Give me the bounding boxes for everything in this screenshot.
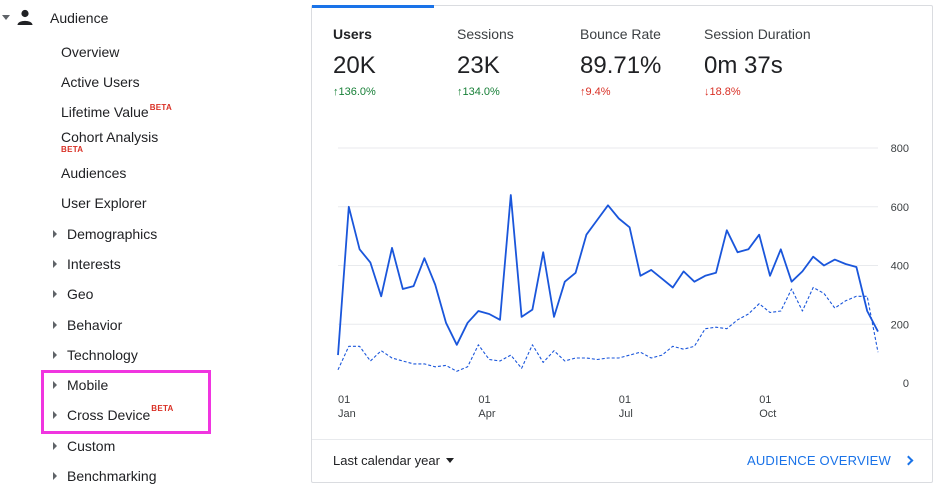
nav-item-cross-device[interactable]: Cross Device BETA: [53, 403, 174, 423]
expand-arrow-icon: [53, 230, 57, 238]
report-nav-sidebar: Audience Overview Active Users Lifetime …: [0, 0, 300, 490]
nav-item-label: Interests: [67, 256, 121, 272]
metric-title: Bounce Rate: [580, 26, 661, 42]
section-audience-label[interactable]: Audience: [50, 10, 109, 26]
x-tick-month-label: Jan: [338, 408, 356, 420]
nav-item-label: Benchmarking: [67, 468, 157, 484]
dropdown-caret-icon: [445, 458, 454, 463]
nav-item-label: Behavior: [67, 317, 123, 333]
expand-arrow-icon: [53, 290, 57, 298]
x-tick-month-label: Jul: [619, 408, 633, 420]
beta-badge: BETA: [61, 145, 84, 154]
metric-value: 23K: [457, 52, 500, 79]
metric-title: Users: [333, 26, 372, 42]
metric-title: Sessions: [457, 26, 514, 42]
nav-item-label: Cross Device: [67, 407, 151, 423]
series-line-current: [337, 194, 879, 356]
expand-arrow-icon: [53, 321, 57, 329]
beta-badge: BETA: [151, 403, 174, 413]
x-tick-month-label: Apr: [478, 408, 495, 420]
metric-value: 20K: [333, 52, 376, 79]
beta-badge: BETA: [149, 103, 173, 112]
expand-arrow-icon: [53, 260, 57, 268]
highlight-box: [41, 370, 211, 434]
nav-item-benchmarking[interactable]: Benchmarking: [53, 468, 157, 484]
metric-tab-users[interactable]: Users 20K ↑136.0%: [333, 26, 376, 98]
x-tick-day-label: 01: [338, 394, 350, 406]
nav-item-label: Mobile: [67, 377, 109, 393]
metric-change: ↓18.8%: [704, 86, 741, 98]
metric-value: 0m 37s: [704, 52, 783, 79]
x-tick-month-label: Oct: [759, 408, 776, 420]
date-range-dropdown[interactable]: Last calendar year: [333, 453, 454, 468]
nav-item-lifetime-value[interactable]: Lifetime ValueBETA: [61, 103, 173, 120]
nav-item-label: Overview: [61, 44, 120, 60]
y-tick-label: 0: [903, 378, 909, 390]
nav-item-demographics[interactable]: Demographics: [53, 226, 157, 242]
audience-overview-link[interactable]: AUDIENCE OVERVIEW: [746, 453, 914, 468]
metric-change: ↑9.4%: [580, 86, 611, 98]
nav-item-label: Geo: [67, 286, 94, 302]
y-tick-label: 400: [891, 261, 909, 273]
nav-item-behavior[interactable]: Behavior: [53, 317, 122, 333]
expand-arrow-icon: [53, 411, 57, 419]
metric-value: 89.71%: [580, 52, 662, 79]
expand-arrow-icon: [53, 472, 57, 480]
nav-item-interests[interactable]: Interests: [53, 256, 121, 272]
metric-tab-bounce-rate[interactable]: Bounce Rate 89.71% ↑9.4%: [580, 26, 661, 98]
x-tick-day-label: 01: [759, 394, 771, 406]
nav-item-label: Custom: [67, 438, 116, 454]
nav-item-overview[interactable]: Overview: [61, 44, 119, 60]
active-tab-indicator: [312, 5, 434, 8]
x-tick-day-label: 01: [478, 394, 490, 406]
nav-item-cohort-analysis[interactable]: Cohort Analysis: [61, 129, 158, 145]
expand-arrow-icon: [53, 381, 57, 389]
series-line-previous: [337, 286, 879, 372]
users-line-chart: 800 600 400 200 0 01 Jan 01 Apr 01 Jul 01 Oct: [337, 143, 909, 420]
nav-item-label: User Explorer: [61, 195, 147, 211]
chevron-right-icon: [903, 455, 914, 466]
expand-arrow-icon: [53, 351, 57, 359]
nav-item-mobile[interactable]: Mobile: [53, 377, 108, 393]
nav-item-geo[interactable]: Geo: [53, 286, 93, 302]
nav-item-custom[interactable]: Custom: [53, 438, 115, 454]
date-range-label: Last calendar year: [333, 453, 440, 468]
metric-tab-session-duration[interactable]: Session Duration 0m 37s ↓18.8%: [704, 26, 811, 98]
nav-item-user-explorer[interactable]: User Explorer: [61, 195, 147, 211]
metric-change: ↑136.0%: [333, 86, 376, 98]
y-tick-label: 200: [891, 319, 909, 331]
x-tick-day-label: 01: [619, 394, 631, 406]
expand-arrow-icon: [53, 442, 57, 450]
metric-change: ↑134.0%: [457, 86, 500, 98]
nav-item-technology[interactable]: Technology: [53, 347, 138, 363]
metric-title: Session Duration: [704, 26, 811, 42]
audience-overview-card: Users 20K ↑136.0% Sessions 23K ↑134.0% B…: [311, 5, 933, 483]
card-footer: Last calendar year AUDIENCE OVERVIEW: [312, 439, 932, 482]
collapse-caret-icon[interactable]: [2, 15, 10, 20]
y-tick-label: 600: [891, 202, 909, 214]
metric-tab-sessions[interactable]: Sessions 23K ↑134.0%: [457, 26, 514, 98]
nav-item-label: Active Users: [61, 74, 140, 90]
nav-item-label: Lifetime Value: [61, 104, 149, 120]
y-tick-label: 800: [891, 143, 909, 155]
person-icon: [17, 9, 33, 25]
nav-item-label: Technology: [67, 347, 138, 363]
audience-overview-label: AUDIENCE OVERVIEW: [746, 453, 891, 468]
nav-item-active-users[interactable]: Active Users: [61, 74, 140, 90]
nav-item-label: Cohort Analysis: [61, 129, 159, 145]
nav-item-label: Demographics: [67, 226, 158, 242]
nav-item-audiences[interactable]: Audiences: [61, 165, 126, 181]
nav-item-label: Audiences: [61, 165, 127, 181]
